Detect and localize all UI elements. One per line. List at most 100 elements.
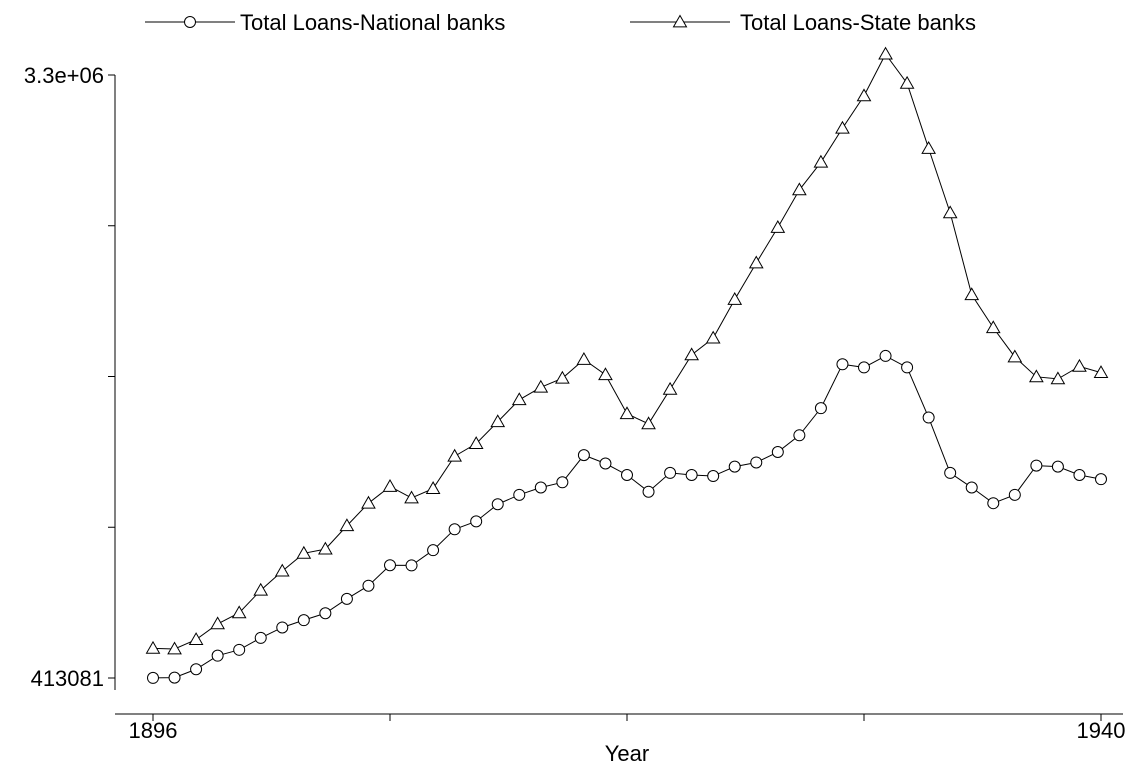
data-point-triangle [210,616,225,630]
data-point-triangle [188,632,204,645]
data-point-circle [965,481,978,494]
data-point-circle [233,643,246,656]
data-point-circle [513,488,526,501]
data-point-triangle [425,481,441,494]
data-point-circle [879,349,892,362]
data-point-circle [664,466,677,479]
data-point-triangle [705,330,721,344]
data-point-triangle [555,370,570,384]
data-point-triangle [1093,365,1109,379]
data-point-triangle [533,379,549,393]
data-point-triangle [921,141,936,154]
legend-item: Total Loans-National banks [145,10,505,35]
data-point-triangle [727,292,743,305]
data-point-triangle [770,219,786,233]
data-point-circle [707,470,720,483]
series-state-banks [145,46,1109,655]
data-point-circle [685,468,698,481]
legend: Total Loans-National banks Total Loans-St… [145,10,976,35]
data-point-triangle [468,436,484,450]
data-point-triangle [598,367,613,381]
data-point-circle [1095,473,1107,486]
data-point-circle [384,559,396,572]
data-point-triangle [985,320,1001,334]
data-point-circle [771,446,784,459]
data-point-circle [491,498,504,511]
data-point-triangle [511,392,527,406]
data-point-circle [427,544,440,557]
data-point-circle [728,460,741,473]
data-point-circle [556,476,569,489]
series-line [152,53,1102,650]
data-point-circle [534,481,547,494]
data-point-circle [577,449,590,462]
data-point-triangle [404,490,419,504]
data-point-triangle [361,495,376,509]
data-point-circle [276,621,289,634]
data-point-triangle [447,448,462,462]
series-line [152,355,1102,679]
data-point-circle [987,497,1000,510]
data-point-triangle [1050,371,1066,385]
data-point-circle [184,16,196,28]
data-point-triangle [1007,349,1023,363]
data-point-triangle [339,518,355,532]
x-axis-title: Year [605,741,649,766]
data-point-circle [147,671,159,684]
data-point-circle [340,592,353,605]
data-point-circle [793,429,806,442]
data-point-triangle [835,120,850,134]
data-point-circle [599,457,612,470]
data-point-circle [944,466,957,479]
data-point-triangle [813,154,829,168]
data-point-triangle [576,351,592,365]
data-point-circle [814,402,827,415]
data-point-triangle [964,287,980,301]
legend-item: Total Loans-State banks [630,10,976,35]
series-national-banks [147,349,1107,684]
data-point-circle [836,358,849,371]
data-point-triangle [296,545,312,559]
data-point-circle [750,456,763,469]
data-point-triangle [490,414,506,428]
data-point-circle [254,631,267,644]
data-point-triangle [253,582,269,596]
data-point-circle [901,361,914,374]
axes: 413081 3.3e+06 1896 1940 Year [24,63,1126,766]
data-point-circle [168,671,181,684]
data-point-triangle [748,255,764,269]
data-point-triangle [878,46,893,60]
x-tick-label: 1896 [129,718,178,743]
y-tick-label: 413081 [31,666,104,691]
data-point-triangle [641,416,656,430]
plot-area [145,46,1109,684]
x-tick-label: 1940 [1077,718,1126,743]
data-point-triangle [1029,369,1044,383]
data-point-circle [621,468,633,481]
data-point-circle [190,663,203,676]
data-point-triangle [899,75,915,89]
legend-label: Total Loans-National banks [240,10,505,35]
data-point-circle [1030,459,1043,472]
data-point-triangle [382,478,398,492]
data-point-triangle [672,14,688,28]
data-point-circle [297,614,310,627]
data-point-triangle [1072,358,1087,372]
data-point-triangle [619,406,635,420]
data-point-circle [922,411,935,424]
data-point-circle [362,579,375,592]
data-point-triangle [167,641,182,655]
data-point-circle [642,485,655,498]
data-point-triangle [274,563,290,577]
data-point-triangle [856,88,872,102]
data-point-triangle [942,205,958,219]
data-point-circle [319,607,332,620]
data-point-triangle [792,182,807,196]
data-point-circle [448,523,461,536]
data-point-triangle [662,381,678,395]
y-tick-label: 3.3e+06 [24,63,104,88]
data-point-circle [858,361,870,374]
data-point-circle [1008,488,1021,501]
data-point-circle [470,515,483,528]
